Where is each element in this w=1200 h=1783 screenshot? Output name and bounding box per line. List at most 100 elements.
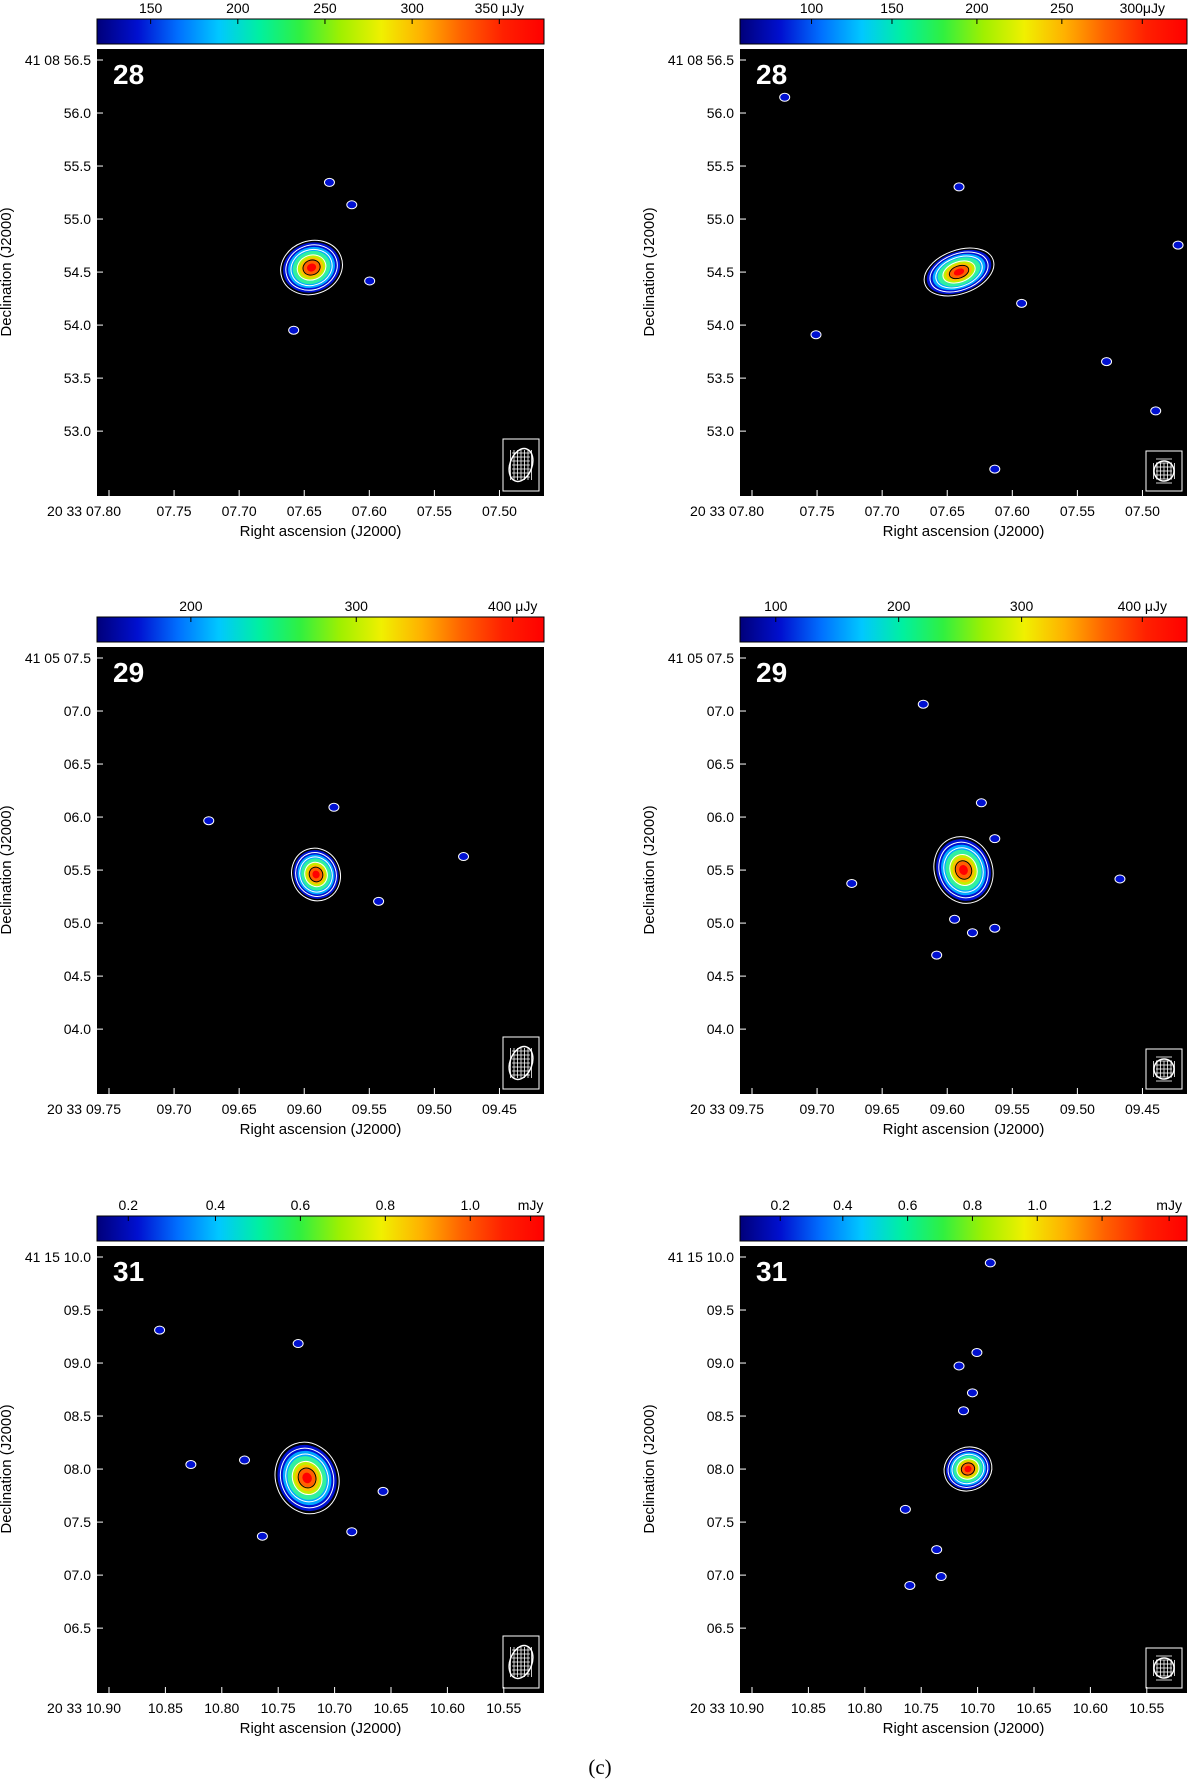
x-tick-label: 09.70 bbox=[800, 1101, 835, 1117]
y-tick-label: 04.0 bbox=[64, 1021, 91, 1037]
contour bbox=[938, 841, 989, 899]
x-axis-label: Right ascension (J2000) bbox=[240, 523, 402, 540]
y-tick-label: 07.5 bbox=[64, 1514, 91, 1530]
y-tick-label: 07.5 bbox=[707, 1514, 734, 1530]
noise-contour bbox=[1172, 240, 1184, 250]
noise-contour bbox=[346, 200, 358, 210]
y-tick-label: 08.0 bbox=[707, 1461, 734, 1477]
noise-contour bbox=[203, 816, 215, 826]
colorbar bbox=[739, 1215, 1188, 1242]
y-tick-label: 07.0 bbox=[64, 703, 91, 719]
noise-contour bbox=[984, 1258, 996, 1268]
noise-contour bbox=[935, 1572, 947, 1582]
noise-contour bbox=[292, 1339, 304, 1349]
contour bbox=[951, 1453, 985, 1485]
x-tick-label: 10.55 bbox=[1129, 1700, 1164, 1716]
x-tick-label: 09.60 bbox=[930, 1101, 965, 1117]
y-tick-label: 09.0 bbox=[64, 1355, 91, 1371]
noise-contour bbox=[966, 928, 978, 938]
x-axis-label: Right ascension (J2000) bbox=[240, 1720, 402, 1737]
panel-label: 29 bbox=[113, 657, 144, 688]
colorbar-tick-label: 200 bbox=[226, 0, 250, 16]
y-tick-label: 55.0 bbox=[707, 211, 734, 227]
contour bbox=[947, 1450, 989, 1488]
y-tick-label: 54.5 bbox=[64, 264, 91, 280]
contour bbox=[280, 239, 343, 296]
source-emission bbox=[291, 847, 341, 902]
contour bbox=[274, 1441, 340, 1515]
colorbar-tick-label: 300μJy bbox=[1120, 0, 1165, 16]
noise-contour bbox=[989, 834, 1001, 844]
x-tick-label: 09.65 bbox=[865, 1101, 900, 1117]
colorbar-tick-label: 300 bbox=[345, 598, 369, 614]
noise-contour bbox=[373, 896, 385, 906]
y-tick-label: 06.5 bbox=[707, 1620, 734, 1636]
contour bbox=[943, 1446, 993, 1492]
colorbar bbox=[96, 1215, 545, 1242]
colorbar-tick-label: 1.0 bbox=[461, 1197, 481, 1213]
contour bbox=[942, 260, 976, 284]
contour bbox=[299, 856, 333, 893]
panel-label: 28 bbox=[113, 59, 144, 90]
x-tick-label: 10.60 bbox=[1073, 1700, 1108, 1716]
y-tick-label: 56.0 bbox=[64, 105, 91, 121]
x-tick-label: 10.80 bbox=[847, 1700, 882, 1716]
x-tick-label: 09.55 bbox=[995, 1101, 1030, 1117]
beam-ellipse bbox=[1153, 460, 1175, 482]
noise-contour bbox=[256, 1531, 268, 1541]
y-axis-label: Declination (J2000) bbox=[0, 1404, 15, 1533]
noise-contour bbox=[154, 1325, 166, 1335]
y-axis-label: Declination (J2000) bbox=[0, 805, 15, 934]
y-tick-label: 07.0 bbox=[707, 703, 734, 719]
x-tick-label: 10.65 bbox=[1016, 1700, 1051, 1716]
y-axis-label: Declination (J2000) bbox=[0, 207, 15, 336]
y-tick-label: 55.0 bbox=[64, 211, 91, 227]
x-tick-label: 07.65 bbox=[930, 503, 965, 519]
noise-contour bbox=[899, 1504, 911, 1514]
colorbar-tick-label: 200 bbox=[965, 0, 989, 16]
x-tick-label: 09.45 bbox=[482, 1101, 517, 1117]
source-emission bbox=[280, 239, 343, 296]
y-tick-label: 04.0 bbox=[707, 1021, 734, 1037]
noise-contour bbox=[377, 1486, 389, 1496]
y-tick-label: 41 15 10.0 bbox=[25, 1249, 91, 1265]
x-axis-label: Right ascension (J2000) bbox=[883, 1720, 1045, 1737]
beam-box bbox=[1145, 1647, 1183, 1689]
colorbar bbox=[96, 18, 545, 45]
y-tick-label: 53.0 bbox=[64, 423, 91, 439]
x-tick-label: 09.65 bbox=[222, 1101, 257, 1117]
x-tick-label: 09.50 bbox=[417, 1101, 452, 1117]
contour bbox=[291, 847, 341, 902]
x-tick-label: 10.85 bbox=[148, 1700, 183, 1716]
noise-contour bbox=[953, 182, 965, 192]
x-tick-label: 10.55 bbox=[486, 1700, 521, 1716]
beam-ellipse bbox=[1153, 1657, 1175, 1679]
source-emission bbox=[923, 247, 995, 297]
y-tick-label: 07.0 bbox=[64, 1567, 91, 1583]
y-tick-label: 07.0 bbox=[707, 1567, 734, 1583]
y-axis-label: Declination (J2000) bbox=[641, 207, 658, 336]
colorbar-tick-label: 250 bbox=[313, 0, 337, 16]
contour bbox=[956, 1458, 980, 1480]
x-tick-label: 07.60 bbox=[352, 503, 387, 519]
x-tick-label: 07.50 bbox=[482, 503, 517, 519]
x-tick-label: 20 33 09.75 bbox=[47, 1101, 121, 1117]
colorbar bbox=[739, 616, 1188, 643]
noise-contour bbox=[904, 1580, 916, 1590]
contour bbox=[290, 248, 333, 287]
beam-box bbox=[1145, 1048, 1183, 1090]
colorbar-tick-label: 0.4 bbox=[206, 1197, 226, 1213]
colorbar-tick-label: 1.0 bbox=[1028, 1197, 1048, 1213]
y-tick-label: 06.0 bbox=[707, 809, 734, 825]
noise-contour bbox=[288, 325, 300, 335]
y-tick-label: 55.5 bbox=[707, 158, 734, 174]
colorbar-tick-label: mJy bbox=[518, 1197, 544, 1213]
colorbar-tick-label: 400 μJy bbox=[488, 598, 537, 614]
x-tick-label: 09.55 bbox=[352, 1101, 387, 1117]
y-tick-label: 53.5 bbox=[64, 370, 91, 386]
colorbar-tick-label: 0.6 bbox=[898, 1197, 918, 1213]
